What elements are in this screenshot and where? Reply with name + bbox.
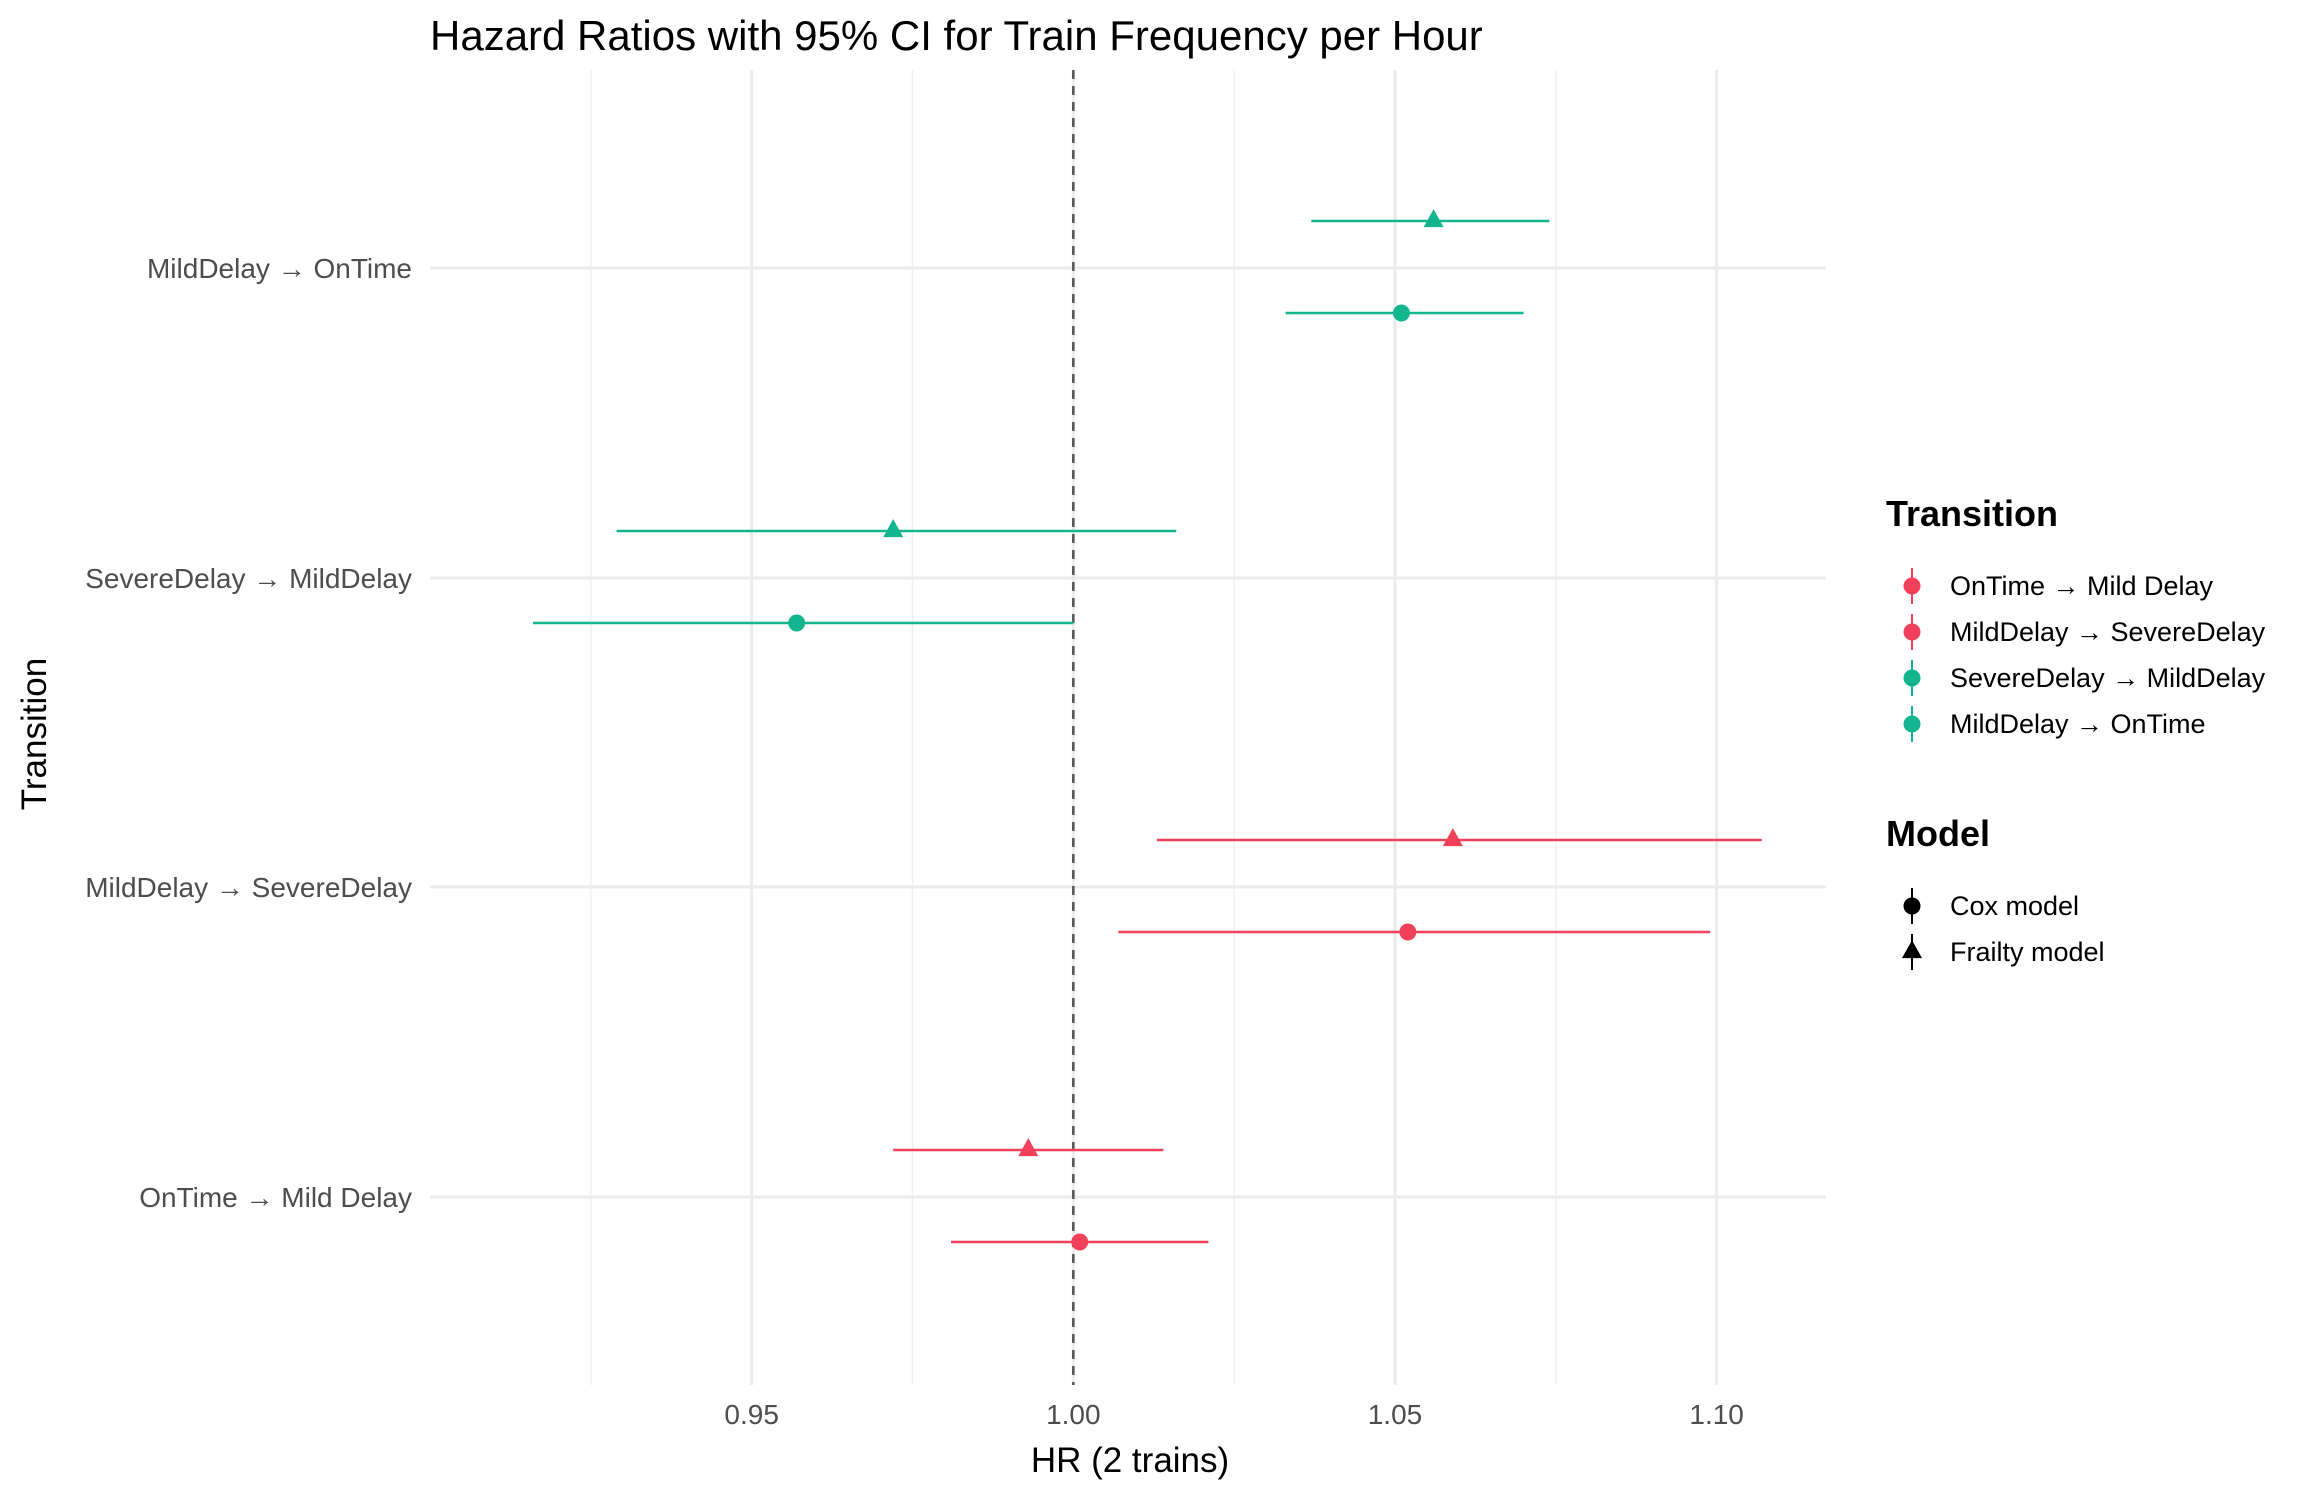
legend-transition-label: MildDelay → SevereDelay <box>1950 617 2266 647</box>
legend-key-point <box>1903 669 1921 687</box>
x-axis-title: HR (2 trains) <box>1031 1441 1229 1480</box>
cox-point <box>1071 1233 1089 1251</box>
confidence-intervals <box>532 219 1762 1244</box>
frailty-point <box>883 519 904 538</box>
frailty-point <box>1442 828 1463 847</box>
chart-title: Hazard Ratios with 95% CI for Train Freq… <box>430 12 1483 59</box>
legend-key-point <box>1903 623 1921 641</box>
y-tick-label: MildDelay → SevereDelay <box>85 872 412 903</box>
y-tick-label: SevereDelay → MildDelay <box>85 563 412 594</box>
legend-transition-label: MildDelay → OnTime <box>1950 709 2206 739</box>
cox-point <box>1399 923 1417 941</box>
legend-key-triangle <box>1902 940 1922 959</box>
legend-model-title: Model <box>1886 813 1990 854</box>
x-tick-label: 1.00 <box>1046 1399 1101 1430</box>
x-tick-label: 0.95 <box>724 1399 779 1430</box>
cox-point <box>788 614 806 632</box>
grid-lines <box>430 70 1826 1385</box>
legend-key-circle <box>1903 897 1921 915</box>
x-tick-labels: 0.95 1.00 1.05 1.10 <box>724 1399 1743 1430</box>
frailty-point <box>1423 209 1444 228</box>
legend: Transition Model OnTime → Mild Delay Mild… <box>1886 493 2266 970</box>
cox-point <box>1392 304 1410 322</box>
legend-key-point <box>1903 577 1921 595</box>
y-tick-labels: OnTime → Mild Delay MildDelay → SevereDel… <box>85 253 412 1213</box>
legend-model-label: Cox model <box>1950 891 2079 921</box>
legend-transition-label: SevereDelay → MildDelay <box>1950 663 2266 693</box>
legend-model-label: Frailty model <box>1950 937 2105 967</box>
point-estimates <box>788 209 1463 1251</box>
legend-transition-label: OnTime → Mild Delay <box>1950 571 2214 601</box>
y-axis-title: Transition <box>15 658 54 810</box>
x-tick-label: 1.05 <box>1368 1399 1423 1430</box>
legend-transition-title: Transition <box>1886 493 2058 534</box>
legend-key-point <box>1903 715 1921 733</box>
y-tick-label: OnTime → Mild Delay <box>139 1182 412 1213</box>
frailty-point <box>1018 1138 1039 1157</box>
y-tick-label: MildDelay → OnTime <box>147 253 412 284</box>
x-tick-label: 1.10 <box>1689 1399 1744 1430</box>
